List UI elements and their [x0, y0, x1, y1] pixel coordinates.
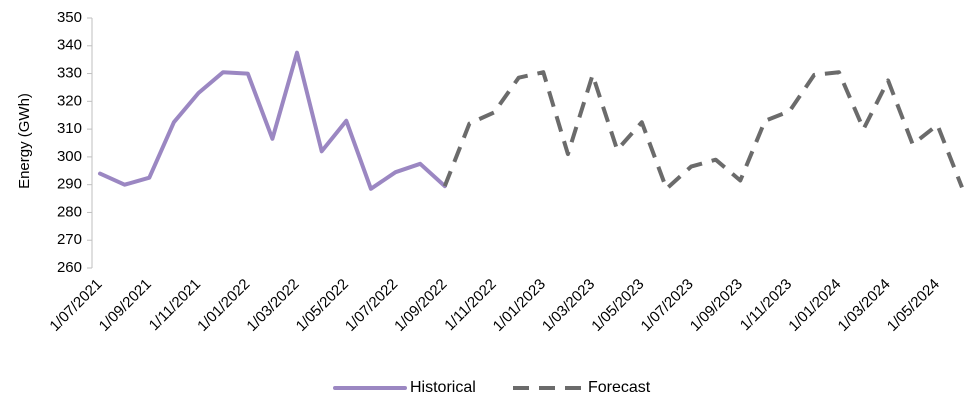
- x-tick-label: 1/07/2023: [638, 276, 697, 335]
- series-line-forecast: [442, 70, 964, 191]
- x-tick-label: 1/03/2023: [539, 276, 598, 335]
- y-tick-label: 330: [57, 65, 82, 82]
- x-tick-label: 1/03/2022: [243, 276, 302, 335]
- x-tick-label: 1/01/2022: [194, 276, 253, 335]
- y-tick-label: 350: [57, 9, 82, 26]
- x-tick-label: 1/07/2022: [342, 276, 401, 335]
- legend: Historical Forecast: [333, 379, 651, 396]
- x-tick-label: 1/09/2021: [96, 276, 155, 335]
- y-axis: 260 270 280 290 300 310 320 330 340 350: [57, 9, 93, 276]
- series-line-historical: [98, 50, 447, 191]
- x-axis: 1/07/20211/09/20211/11/20211/01/20221/03…: [46, 276, 943, 335]
- y-tick-label: 310: [57, 120, 82, 137]
- legend-label-historical: Historical: [410, 379, 476, 396]
- y-tick-label: 260: [57, 259, 82, 276]
- y-tick-label: 280: [57, 203, 82, 220]
- x-tick-label: 1/09/2022: [391, 276, 450, 335]
- x-tick-label: 1/05/2023: [588, 276, 647, 335]
- x-tick-label: 1/01/2023: [490, 276, 549, 335]
- y-tick-label: 300: [57, 148, 82, 165]
- y-tick-label: 270: [57, 231, 82, 248]
- series-layer: [98, 50, 964, 191]
- y-tick-label: 340: [57, 37, 82, 54]
- x-tick-label: 1/05/2022: [293, 276, 352, 335]
- x-tick-label: 1/01/2024: [785, 276, 844, 335]
- x-tick-label: 1/09/2023: [687, 276, 746, 335]
- x-tick-label: 1/07/2021: [46, 276, 105, 335]
- y-axis-title: Energy (GWh): [16, 93, 33, 189]
- legend-label-forecast: Forecast: [588, 379, 651, 396]
- y-tick-label: 320: [57, 92, 82, 109]
- x-tick-label: 1/03/2024: [835, 276, 894, 335]
- x-tick-label: 1/05/2024: [884, 276, 943, 335]
- y-tick-label: 290: [57, 176, 82, 193]
